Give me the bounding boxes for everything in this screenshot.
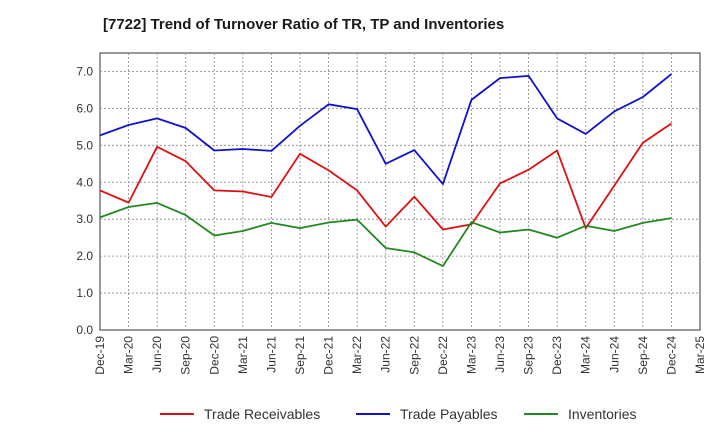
x-tick-label: Mar-23 bbox=[464, 336, 478, 374]
axis-layer: 0.0 1.0 2.0 3.0 4.0 5.0 6.0 7.0 Dec-19 Mar-20 Jun-… bbox=[76, 64, 707, 374]
chart-title: [7722] Trend of Turnover Ratio of TR, TP… bbox=[103, 16, 505, 33]
x-tick-label: Jun-21 bbox=[264, 336, 278, 373]
y-tick-label: 0.0 bbox=[76, 323, 93, 337]
x-tick-label: Mar-25 bbox=[693, 336, 707, 374]
y-tick-label: 3.0 bbox=[76, 212, 93, 226]
x-tick-label: Dec-19 bbox=[93, 336, 107, 375]
x-tick-label: Sep-23 bbox=[522, 336, 536, 375]
series-line-1 bbox=[99, 73, 672, 186]
x-tick-label: Sep-22 bbox=[407, 336, 421, 375]
y-tick-label: 5.0 bbox=[76, 138, 93, 152]
grid-layer bbox=[100, 53, 700, 330]
x-tick-label: Mar-20 bbox=[122, 336, 136, 374]
series-layer bbox=[99, 73, 672, 268]
x-tick-label: Jun-23 bbox=[493, 336, 507, 373]
series-line-0 bbox=[99, 122, 672, 231]
y-tick-label: 4.0 bbox=[76, 175, 93, 189]
x-tick-label: Mar-24 bbox=[579, 336, 593, 374]
x-tick-label: Sep-21 bbox=[293, 336, 307, 375]
y-tick-label: 1.0 bbox=[76, 286, 93, 300]
x-tick-label: Jun-20 bbox=[150, 336, 164, 373]
y-tick-label: 6.0 bbox=[76, 101, 93, 115]
x-tick-label: Dec-23 bbox=[550, 336, 564, 375]
x-tick-label: Jun-22 bbox=[379, 336, 393, 373]
x-tick-label: Sep-20 bbox=[179, 336, 193, 375]
legend-label-0: Trade Receivables bbox=[204, 406, 320, 422]
x-tick-label: Dec-24 bbox=[664, 336, 678, 375]
x-tick-label: Dec-22 bbox=[436, 336, 450, 375]
x-tick-label: Dec-21 bbox=[322, 336, 336, 375]
x-tick-label: Jun-24 bbox=[607, 336, 621, 373]
y-tick-label: 7.0 bbox=[76, 64, 93, 78]
series-line-2 bbox=[99, 201, 672, 268]
x-tick-label: Mar-21 bbox=[236, 336, 250, 374]
x-tick-label: Dec-20 bbox=[207, 336, 221, 375]
y-tick-label: 2.0 bbox=[76, 249, 93, 263]
plot-area bbox=[99, 52, 701, 331]
legend: Trade Receivables Trade Payables Inventori… bbox=[160, 406, 636, 422]
legend-label-1: Trade Payables bbox=[400, 406, 498, 422]
x-tick-label: Mar-22 bbox=[350, 336, 364, 374]
x-tick-label: Sep-24 bbox=[636, 336, 650, 375]
legend-label-2: Inventories bbox=[568, 406, 636, 422]
